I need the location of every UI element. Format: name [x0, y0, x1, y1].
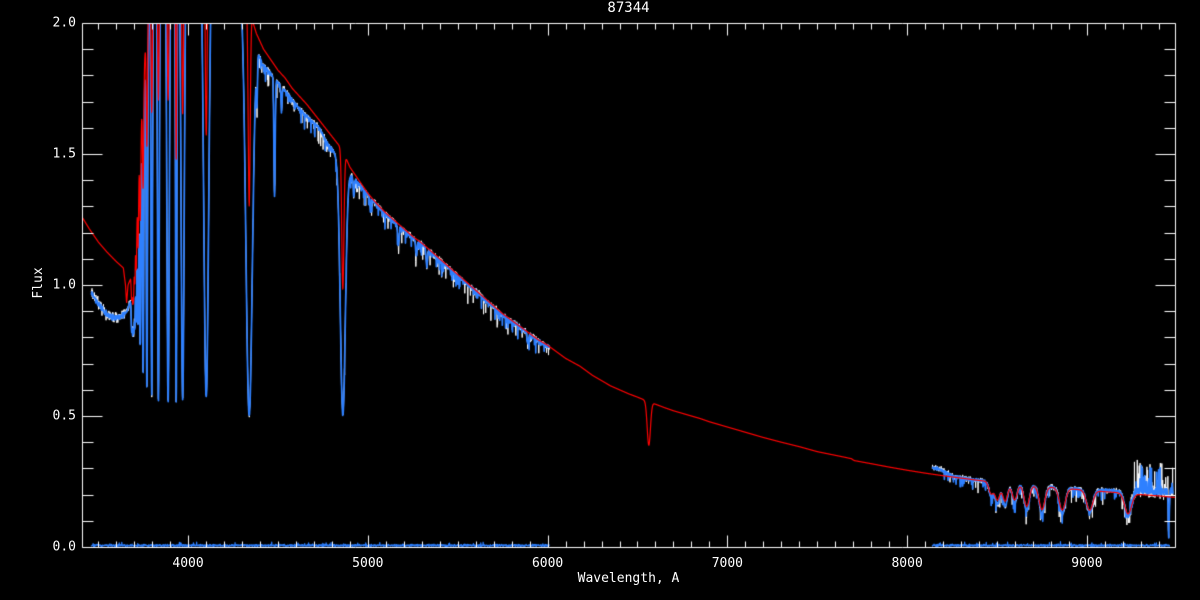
y-tick-label: 1.0 [52, 277, 76, 293]
x-tick-label: 5000 [352, 556, 384, 571]
x-tick-label: 7000 [711, 556, 744, 571]
plot-title: 87344 [607, 0, 650, 16]
x-tick-label: 4000 [172, 556, 204, 571]
y-tick-label: 2.0 [52, 15, 76, 31]
x-tick-label: 8000 [891, 556, 923, 571]
x-tick-label: 9000 [1071, 556, 1103, 571]
y-tick-label: 0.0 [52, 539, 76, 555]
x-tick-label: 6000 [531, 556, 564, 571]
y-tick-label: 0.5 [52, 408, 76, 424]
y-tick-label: 1.5 [52, 146, 76, 162]
x-axis-label: Wavelength, A [577, 571, 680, 586]
